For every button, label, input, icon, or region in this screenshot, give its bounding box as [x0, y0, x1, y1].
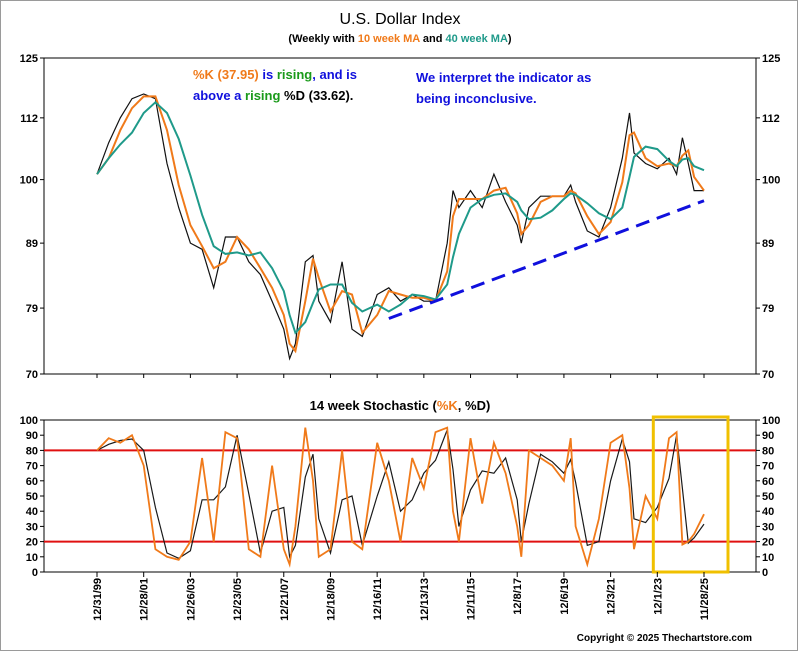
subtitle-suffix: ): [508, 33, 512, 45]
stoch-y-tick-label-left: 10: [26, 552, 38, 564]
price-y-tick-label-right: 79: [762, 303, 774, 315]
price-plot-area: [43, 57, 757, 375]
stoch-y-tick-label-right: 0: [762, 567, 768, 579]
stochastic-plot-area: [43, 419, 757, 573]
price-y-tick-label-right: 125: [762, 53, 780, 65]
x-tick-label: 12/1/23: [652, 578, 664, 615]
stoch-y-tick-label-left: 100: [20, 415, 38, 427]
annotation-k-value: %K (37.95): [193, 67, 259, 82]
stoch-k-line: [96, 426, 705, 568]
price-y-axis: 125 125 112 112 100 100 89 89 79 79 70 70: [20, 53, 781, 381]
x-tick-label: 12/16/11: [372, 578, 384, 620]
stochastic-series: [96, 426, 705, 568]
stoch-y-tick-label-left: 90: [26, 430, 38, 442]
stoch-title-k: %K: [437, 398, 459, 413]
ma40-line: [96, 100, 705, 335]
price-y-tick-label-left: 79: [26, 303, 38, 315]
stoch-y-tick-label-right: 30: [762, 521, 774, 533]
price-series: [96, 93, 705, 361]
x-tick-label: 12/23/05: [232, 578, 244, 621]
price-y-tick-label-right: 100: [762, 175, 780, 187]
highlight-box: [651, 415, 730, 574]
stoch-y-tick-label-right: 10: [762, 552, 774, 564]
x-tick-label: 12/18/09: [325, 578, 337, 621]
x-tick-label: 12/21/07: [279, 578, 291, 621]
price-y-tick-label-right: 112: [762, 113, 780, 125]
annotation-d-value: %D (33.62).: [280, 88, 353, 103]
price-y-tick-label-left: 112: [20, 113, 38, 125]
stoch-title-d: %D: [465, 398, 486, 413]
stoch-title-suffix: ): [486, 398, 490, 413]
stoch-y-tick-label-left: 40: [26, 506, 38, 518]
chart-subtitle: (Weekly with 10 week MA and 40 week MA): [288, 33, 512, 45]
support-trendline: [388, 199, 705, 320]
stoch-y-tick-label-left: 20: [26, 537, 38, 549]
subtitle-ma40: 40 week MA: [446, 33, 508, 45]
x-axis: 12/31/99 12/28/01 12/26/03 12/23/05 12/21/07…: [92, 374, 711, 621]
annotation-and-is: , and is: [312, 67, 357, 82]
stoch-y-tick-label-right: 90: [762, 430, 774, 442]
annotation-interpretation-line1: We interpret the indicator as: [416, 70, 591, 85]
stoch-y-tick-label-left: 30: [26, 521, 38, 533]
stoch-y-tick-label-left: 80: [26, 445, 38, 457]
price-y-tick-label-left: 125: [20, 53, 38, 65]
subtitle-mid: and: [420, 33, 446, 45]
annotation-above-a: above a: [193, 88, 245, 103]
stoch-title-sep: ,: [458, 398, 465, 413]
x-tick-label: 12/13/13: [419, 578, 431, 621]
x-tick-label: 12/26/03: [185, 578, 197, 621]
stochastic-title: 14 week Stochastic (%K, %D): [310, 398, 491, 413]
price-y-tick-label-left: 70: [26, 369, 38, 381]
annotation-rising-1: rising: [277, 67, 312, 82]
subtitle-ma10: 10 week MA: [358, 33, 420, 45]
subtitle-prefix: (Weekly with: [288, 33, 357, 45]
x-tick-label: 11/28/25: [699, 578, 711, 620]
price-y-tick-label-right: 70: [762, 369, 774, 381]
stoch-y-tick-label-left: 0: [32, 567, 38, 579]
x-tick-label: 12/28/01: [139, 578, 151, 621]
copyright: Copyright © 2025 Thechartstore.com: [577, 633, 752, 644]
stoch-y-tick-label-right: 20: [762, 537, 774, 549]
annotation-rising-2: rising: [245, 88, 280, 103]
chart-title: U.S. Dollar Index: [340, 11, 461, 28]
price-y-tick-label-left: 100: [20, 175, 38, 187]
x-tick-label: 12/8/17: [512, 578, 524, 615]
stoch-y-tick-label-left: 70: [26, 461, 38, 473]
x-tick-label: 12/11/15: [466, 578, 478, 620]
x-tick-label: 12/6/19: [559, 578, 571, 615]
ma10-line: [96, 95, 705, 354]
annotation-interpretation: We interpret the indicator as being inco…: [416, 70, 595, 106]
stoch-y-tick-label-left: 50: [26, 491, 38, 503]
stoch-title-prefix: 14 week Stochastic (: [310, 398, 438, 413]
price-y-tick-label-left: 89: [26, 238, 38, 250]
stoch-y-tick-label-right: 60: [762, 476, 774, 488]
x-tick-label: 12/31/99: [92, 578, 104, 621]
annotation-interpretation-line2: being inconclusive.: [416, 91, 537, 106]
x-tick-label: 12/3/21: [606, 578, 618, 615]
stoch-y-tick-label-left: 60: [26, 476, 38, 488]
annotation-stochastic-status: %K (37.95) is rising, and is above a ris…: [193, 67, 361, 103]
stoch-y-tick-label-right: 70: [762, 461, 774, 473]
stoch-y-tick-label-right: 50: [762, 491, 774, 503]
price-bars-line: [96, 93, 704, 361]
annotation-is: is: [259, 67, 277, 82]
stoch-y-tick-label-right: 40: [762, 506, 774, 518]
stoch-y-tick-label-right: 80: [762, 445, 774, 457]
stoch-y-tick-label-right: 100: [762, 415, 780, 427]
price-y-tick-label-right: 89: [762, 238, 774, 250]
